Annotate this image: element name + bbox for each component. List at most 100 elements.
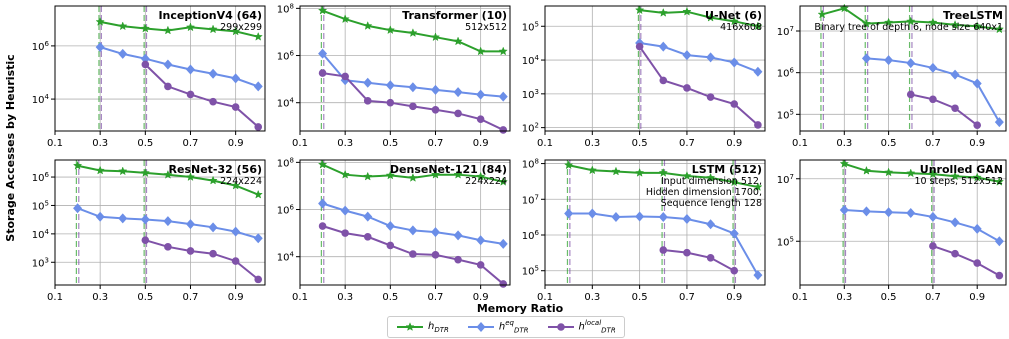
x-tick-label: 0.7 <box>428 292 444 303</box>
data-point <box>950 217 960 228</box>
y-tick-label: 105 <box>777 235 794 248</box>
data-point <box>729 228 739 239</box>
data-point <box>611 166 621 176</box>
x-tick-label: 0.1 <box>292 138 308 149</box>
data-point <box>659 76 668 85</box>
data-point <box>185 172 196 182</box>
series-3 <box>659 246 739 275</box>
plot-frame <box>299 159 511 286</box>
data-point <box>730 266 739 275</box>
panel-title: Transformer (10) <box>402 9 507 22</box>
data-point <box>231 257 240 265</box>
data-point <box>972 223 982 234</box>
data-point <box>408 225 418 236</box>
plot-frame <box>544 159 766 286</box>
data-point <box>385 80 395 91</box>
data-point <box>118 166 128 176</box>
data-point <box>95 42 105 53</box>
series-3 <box>141 60 263 131</box>
data-point <box>658 211 668 222</box>
y-tick-label: 104 <box>32 93 50 106</box>
series-line <box>638 46 759 126</box>
series-1 <box>563 160 763 192</box>
x-tick-label: 0.9 <box>969 292 985 303</box>
data-point <box>253 31 263 41</box>
x-tick-label: 0.1 <box>47 138 63 149</box>
data-point <box>705 12 716 22</box>
data-point <box>839 3 849 13</box>
series-line <box>639 9 759 28</box>
data-point <box>431 251 440 259</box>
series-2 <box>73 203 263 244</box>
y-axis-title: Storage Accesses by Heuristic <box>4 54 17 241</box>
chart-panel-5: 0.1 0.3 0.5 0.7 0.9 103 104 105 106 ResNet-32 (56… <box>32 159 266 303</box>
series-1 <box>95 16 263 41</box>
data-point <box>185 64 195 75</box>
panel-subtitle: 224x224 <box>220 176 262 187</box>
data-point <box>385 25 395 35</box>
data-point <box>453 230 463 241</box>
data-point <box>164 82 172 91</box>
data-point <box>587 208 597 219</box>
grid <box>54 160 265 285</box>
panel-title: U-Net (6) <box>705 9 762 22</box>
series-line <box>844 162 1000 183</box>
data-point <box>839 158 849 168</box>
data-point <box>682 214 692 225</box>
data-point <box>928 169 938 179</box>
chart-panel-1: 0.1 0.3 0.5 0.7 0.9 104 106 InceptionV4 (64)299… <box>32 5 266 149</box>
data-point <box>186 247 195 255</box>
x-tick-label: 0.3 <box>584 138 600 149</box>
series-1 <box>317 5 508 56</box>
x-tick-label: 0.3 <box>337 292 353 303</box>
data-point <box>185 22 196 32</box>
data-point <box>476 235 486 246</box>
data-point <box>454 255 462 264</box>
data-point <box>231 73 241 84</box>
series-1 <box>72 160 263 199</box>
y-tick-label: 103 <box>522 88 539 101</box>
data-point <box>498 91 508 102</box>
y-tick-label: 106 <box>277 50 295 63</box>
legend-item-h-dtr-eq: heqDTR <box>467 319 529 335</box>
data-point <box>386 98 395 107</box>
data-point <box>208 175 218 185</box>
data-point <box>208 68 218 79</box>
data-point <box>753 270 763 281</box>
data-point <box>409 102 417 111</box>
data-point <box>884 55 894 66</box>
y-tick-label: 104 <box>522 54 540 67</box>
data-point <box>140 167 150 177</box>
data-point <box>476 89 486 100</box>
series-3 <box>929 242 1004 280</box>
x-tick-label: 0.7 <box>679 292 695 303</box>
data-point <box>706 219 716 230</box>
panel-subtitle: Hidden dimension 1700, <box>646 187 762 198</box>
chart-panels: 0.1 0.3 0.5 0.7 0.9 104 106 InceptionV4 (64)299… <box>32 2 1007 303</box>
panel-subtitle: Binary tree of depth 6, node size 640x1 <box>814 22 1003 33</box>
data-point <box>186 90 195 99</box>
y-tick-label: 104 <box>32 228 50 241</box>
x-tick-label: 0.5 <box>881 292 897 303</box>
series-line <box>932 245 1000 277</box>
data-point <box>972 21 982 31</box>
x-tick-label: 0.7 <box>925 292 941 303</box>
series-3 <box>141 236 263 284</box>
data-point <box>340 169 350 179</box>
data-point <box>861 206 871 217</box>
x-tick-label: 0.9 <box>228 292 244 303</box>
y-tick-label: 105 <box>522 20 539 33</box>
legend-swatch-marker <box>556 323 565 331</box>
data-point <box>729 57 739 68</box>
plot-frame <box>799 159 1007 286</box>
data-point <box>230 180 241 190</box>
data-point <box>253 81 263 92</box>
y-tick-label: 102 <box>522 122 539 135</box>
chart-panel-3: 0.1 0.3 0.5 0.7 0.9 102 103 104 105 U-Net (6)416x… <box>522 5 766 149</box>
data-point <box>950 69 960 80</box>
data-point <box>475 46 486 56</box>
data-point <box>883 17 894 27</box>
panel-subtitle: 512x512 <box>465 22 507 33</box>
data-point <box>928 211 938 222</box>
series-2 <box>839 205 1004 247</box>
